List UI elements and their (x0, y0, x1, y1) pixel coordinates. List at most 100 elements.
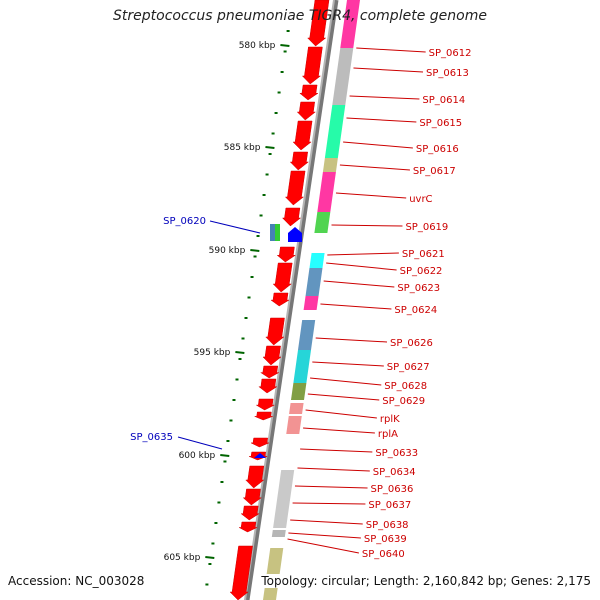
gene-feature-box (309, 253, 325, 268)
minor-tick (250, 276, 254, 278)
forward-gene-arrow (276, 246, 297, 263)
gene-leader-line (288, 532, 361, 539)
gene-feature-box (286, 416, 302, 434)
minor-tick (271, 132, 275, 135)
forward-gene-label: SP_0633 (375, 448, 418, 459)
tick-label: 580 kbp (239, 41, 276, 51)
gene-box-layer (263, 0, 360, 600)
minor-tick (247, 296, 251, 299)
gene-feature-box (289, 403, 304, 414)
gene-leader-line (297, 467, 370, 472)
minor-tick (226, 440, 230, 442)
gene-feature-box (298, 320, 316, 350)
minor-tick (259, 214, 263, 217)
forward-gene-arrow (254, 411, 273, 421)
gene-leader-line (320, 303, 392, 310)
minor-tick (205, 583, 209, 586)
gene-feature-box (305, 268, 323, 296)
forward-gene-arrow (289, 151, 310, 171)
gene-leader-line (349, 95, 420, 100)
genome-summary-text: Topology: circular; Length: 2,160,842 bp… (261, 574, 591, 588)
forward-gene-arrow (262, 345, 282, 366)
minor-tick (274, 112, 278, 114)
forward-gene-arrow (255, 398, 275, 411)
forward-gene-label: SP_0639 (364, 534, 407, 545)
reverse-gene-box (270, 224, 275, 241)
gene-leader-line (323, 280, 395, 288)
forward-gene-label: SP_0626 (390, 338, 433, 349)
minor-tick (283, 50, 287, 53)
forward-gene-label: SP_0617 (413, 166, 456, 177)
minor-tick (244, 317, 248, 319)
gene-leader-line (209, 220, 261, 234)
major-tick (280, 44, 290, 47)
gene-leader-line (331, 224, 403, 227)
minor-tick (211, 542, 215, 545)
backbone-layer (244, 0, 339, 600)
forward-gene-label: SP_0612 (429, 48, 472, 59)
minor-tick (253, 255, 257, 258)
forward-gene-label: SP_0628 (384, 381, 427, 392)
backbone-shadow (244, 0, 339, 600)
tick-layer: 580 kbp 585 kbp 590 kbp 595 kbp 600 kbp 605 k… (164, 30, 290, 586)
forward-gene-arrow (238, 521, 258, 533)
minor-tick (277, 91, 281, 94)
gene-feature-box (273, 470, 295, 528)
gene-leader-line (305, 409, 377, 419)
gene-leader-line (287, 538, 359, 554)
forward-gene-label: SP_0621 (402, 249, 445, 260)
gene-feature-box (271, 530, 286, 537)
gene-leader-line (177, 436, 223, 450)
tick-label: 600 kbp (179, 451, 216, 461)
minor-tick (229, 419, 233, 422)
forward-gene-arrow (245, 465, 265, 489)
gene-feature-box (324, 105, 346, 158)
forward-gene-label: uvrC (409, 194, 432, 205)
minor-tick (232, 399, 236, 401)
gene-leader-line (327, 252, 399, 256)
forward-gene-arrow (301, 46, 323, 85)
forward-gene-arrow (284, 170, 306, 206)
gene-leader-line (303, 427, 375, 434)
gene-leader-line (292, 502, 366, 505)
forward-gene-arrow (242, 488, 263, 506)
forward-gene-arrow (229, 545, 253, 600)
minor-tick (265, 173, 269, 176)
gene-feature-box (317, 172, 336, 212)
gene-leader-line (290, 519, 363, 525)
minor-tick (268, 153, 272, 155)
minor-tick (235, 378, 239, 381)
minor-tick (256, 235, 260, 237)
gene-leader-line (346, 117, 417, 123)
reverse-gene-label: SP_0635 (130, 432, 173, 443)
map-title: Streptococcus pneumoniae TIGR4, complete… (113, 8, 487, 24)
tick-label: 585 kbp (224, 143, 261, 153)
gene-leader-line (310, 377, 382, 386)
forward-gene-label: SP_0640 (362, 549, 405, 560)
gene-leader-line (356, 47, 426, 53)
gene-leader-line (300, 448, 373, 453)
forward-gene-label: SP_0622 (400, 266, 443, 277)
forward-gene-label: SP_0634 (373, 467, 416, 478)
major-tick (220, 454, 230, 457)
major-tick (250, 249, 260, 252)
minor-tick (286, 30, 290, 32)
reverse-gene-label: SP_0620 (163, 216, 206, 227)
gene-arrow-layer (229, 0, 330, 600)
gene-leader-line (312, 361, 384, 367)
forward-gene-arrow (250, 437, 270, 448)
gene-leader-line (343, 141, 413, 149)
gene-leader-line (294, 485, 368, 489)
forward-gene-arrow (292, 120, 313, 151)
gene-leader-line (335, 192, 407, 199)
reverse-gene-arrow (254, 453, 266, 458)
minor-tick (280, 71, 284, 73)
minor-tick (217, 501, 221, 504)
forward-gene-arrow (258, 378, 278, 394)
tick-label: 590 kbp (209, 246, 246, 256)
forward-gene-arrow (281, 207, 302, 227)
reverse-gene-box (275, 224, 280, 241)
gene-feature-box (332, 88, 348, 105)
major-tick (265, 146, 275, 149)
forward-gene-arrow (259, 365, 280, 379)
